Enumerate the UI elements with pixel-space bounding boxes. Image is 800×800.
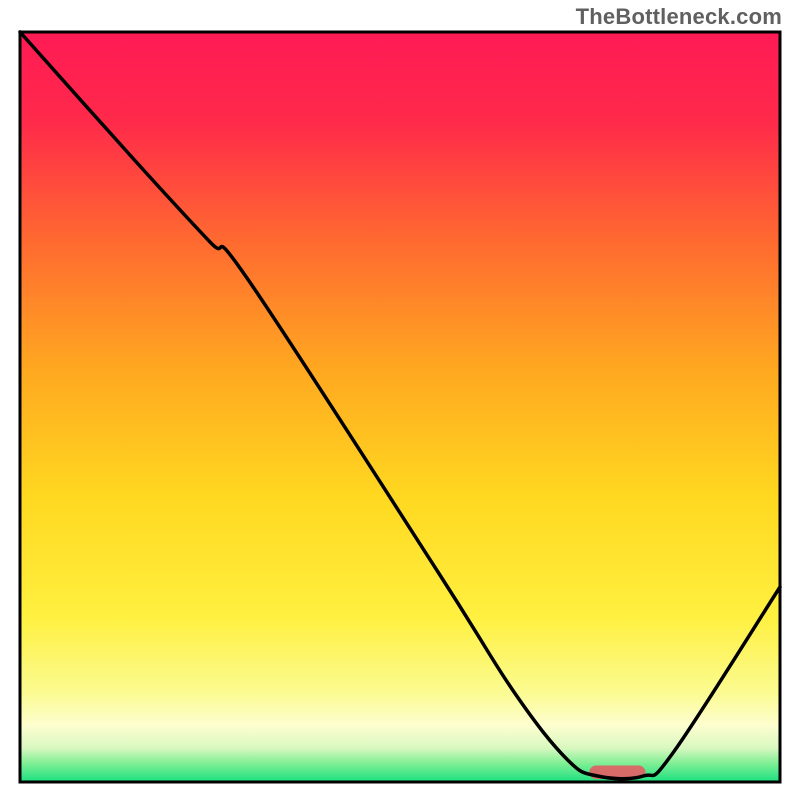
chart-container: { "watermark": { "text": "TheBottleneck.… [0, 0, 800, 800]
bottleneck-curve-chart [0, 0, 800, 800]
plot-gradient-background [20, 32, 780, 782]
watermark-text: TheBottleneck.com [576, 4, 782, 30]
